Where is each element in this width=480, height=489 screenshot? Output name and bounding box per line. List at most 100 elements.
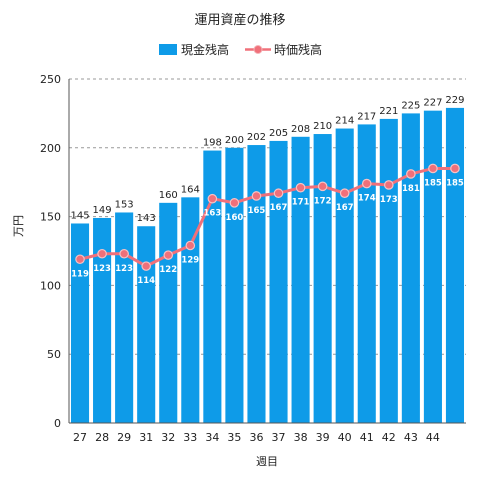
y-tick-label: 100 [40,279,61,292]
bar-data-label: 221 [379,106,398,117]
bar [70,223,90,423]
line-data-label: 165 [248,206,266,216]
line-point [141,261,151,271]
x-tick-label: 31 [139,431,153,444]
line-data-label: 181 [402,184,420,194]
bar-data-label: 208 [291,124,310,135]
line-data-label: 185 [446,178,464,188]
line-data-label: 174 [358,194,376,204]
x-tick-label: 33 [183,431,197,444]
line-point [97,248,107,259]
bar-data-label: 160 [159,190,178,201]
x-tick-label: 34 [205,431,219,444]
line-point [185,240,196,251]
line-point [406,169,416,179]
line-point [317,181,328,192]
x-tick-label: 44 [426,431,440,444]
line-data-label: 173 [380,195,398,205]
line-point [119,248,129,259]
line-data-label: 185 [424,178,442,188]
bar-data-label: 214 [335,116,354,127]
bar [357,124,376,424]
x-tick-label: 35 [227,431,241,444]
line-data-label: 167 [270,203,288,213]
x-tick-label: 39 [316,431,330,444]
line-data-label: 114 [137,276,155,286]
y-axis: 0 50 100 150 200 250 [40,73,70,430]
legend-swatch-cash [159,44,177,55]
y-tick-label: 50 [47,348,61,361]
y-tick-label: 150 [40,211,61,224]
line-point [251,191,262,201]
y-tick-label: 250 [40,73,61,86]
x-tick-label: 28 [95,431,109,444]
line-data-label: 172 [314,196,332,206]
x-tick-label: 36 [249,431,263,444]
bar-data-label: 153 [115,199,134,210]
bar [313,134,332,424]
line-point [450,163,460,174]
chart-title: 運用資産の推移 [194,12,285,28]
bar [159,202,178,423]
bar [137,226,156,423]
line-point [428,163,438,174]
legend-label-cash: 現金残高 [181,42,229,57]
line-point [273,188,284,199]
x-tick-label: 32 [161,431,175,444]
line-data-label: 160 [226,213,244,223]
bar-data-label: 225 [401,100,420,111]
bar [203,150,222,423]
bar [401,113,420,424]
bar-data-label: 205 [269,128,288,139]
line-point [207,193,218,204]
bar-data-label: 217 [357,111,376,122]
line-data-label: 129 [181,255,199,265]
bar-data-label: 229 [445,95,464,106]
x-tick-label: 42 [382,431,396,444]
bar [115,212,134,423]
x-tick-label: 38 [294,431,308,444]
bar-data-label: 227 [423,98,442,109]
y-axis-label: 万円 [12,215,25,237]
line-point [229,198,240,208]
x-tick-label: 27 [73,431,87,444]
line-data-label: 123 [93,264,111,274]
x-tick-label: 41 [360,431,374,444]
x-axis: 27 28 29 31 32 33 34 35 36 37 38 39 40 41 42 43 44 [69,422,466,444]
line-point [361,178,372,189]
y-tick-label: 0 [54,417,61,430]
x-tick-label: 29 [117,431,131,444]
line-series: 119 123 123 114 122 129 163 160 165 167 171 172 167 1… [71,163,464,286]
bar-data-label: 200 [225,135,244,146]
bar [247,145,266,423]
x-axis-label: 週目 [256,455,278,468]
bar-data-label: 145 [70,210,89,221]
bar [93,217,112,423]
bar [379,118,398,424]
gridlines [69,78,466,355]
line-point [295,182,306,193]
line-point [339,188,350,199]
line-point [163,250,174,260]
line-point [384,180,394,190]
y-tick-label: 200 [40,142,61,155]
bar-data-label: 210 [313,121,332,132]
bar-data-label: 198 [203,138,222,149]
bar-data-label: 164 [181,184,200,195]
bar [181,197,200,423]
bar-data-label: 143 [137,213,156,224]
x-tick-label: 37 [272,431,286,444]
x-tick-label: 43 [404,431,418,444]
legend-label-market: 時価残高 [274,42,322,57]
legend-marker-market [253,45,263,54]
line-data-label: 123 [115,264,133,274]
bar [445,107,465,424]
line-data-label: 167 [336,203,354,213]
bar [335,128,354,423]
line-data-label: 171 [292,198,310,208]
legend: 現金残高 時価残高 [159,42,322,57]
bar [291,136,310,424]
